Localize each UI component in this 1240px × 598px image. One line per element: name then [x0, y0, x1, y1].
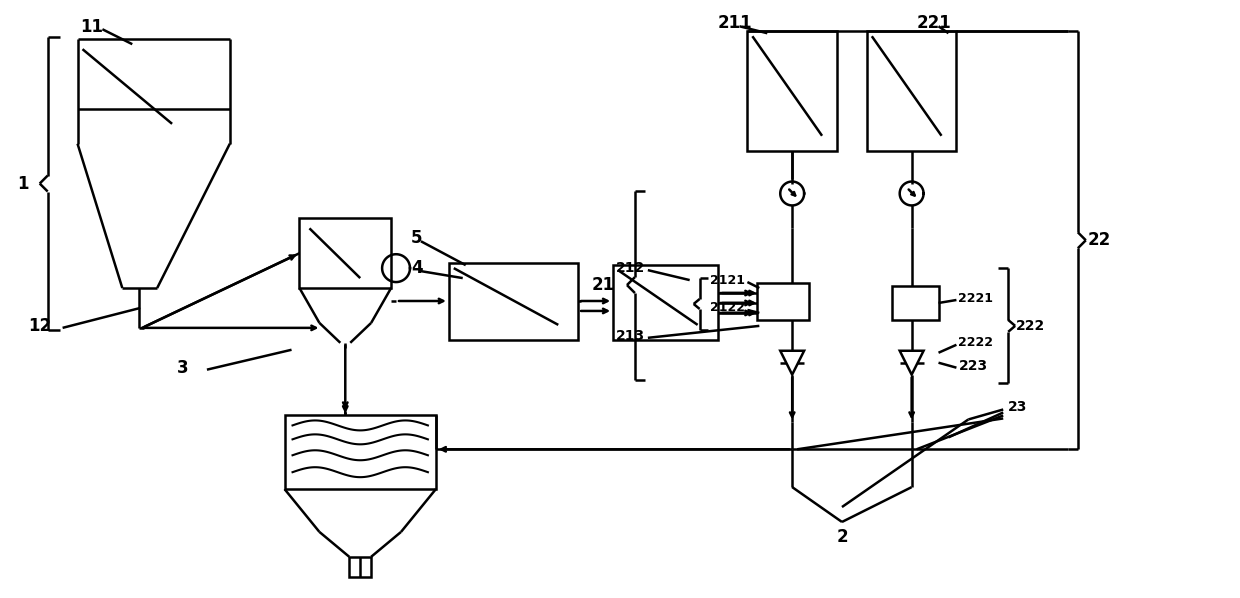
Text: 211: 211: [718, 14, 753, 32]
Text: 2: 2: [836, 528, 848, 546]
Text: 221: 221: [916, 14, 951, 32]
Bar: [300, 218, 391, 288]
Text: 21: 21: [591, 276, 615, 294]
Text: 2122: 2122: [709, 301, 744, 315]
Text: 11: 11: [81, 19, 103, 36]
Bar: [748, 31, 837, 151]
Text: 2121: 2121: [709, 274, 744, 286]
Text: 223: 223: [959, 359, 987, 373]
Text: 12: 12: [27, 317, 51, 335]
Text: 1: 1: [17, 175, 29, 193]
Bar: [867, 31, 956, 151]
Bar: [350, 557, 371, 576]
Text: 2222: 2222: [959, 336, 993, 349]
Text: 212: 212: [615, 261, 645, 275]
Text: 222: 222: [1016, 319, 1045, 333]
Text: 4: 4: [410, 259, 423, 277]
Text: 3: 3: [177, 359, 188, 377]
Text: 213: 213: [616, 329, 645, 343]
Text: 5: 5: [410, 229, 423, 248]
Text: 2221: 2221: [959, 291, 993, 304]
Bar: [284, 416, 435, 489]
Text: 22: 22: [1087, 231, 1111, 249]
Polygon shape: [900, 351, 924, 374]
Text: 23: 23: [1008, 401, 1028, 414]
Bar: [758, 283, 810, 320]
Bar: [449, 263, 578, 340]
Polygon shape: [780, 351, 805, 374]
Bar: [613, 265, 718, 340]
Bar: [892, 286, 939, 320]
